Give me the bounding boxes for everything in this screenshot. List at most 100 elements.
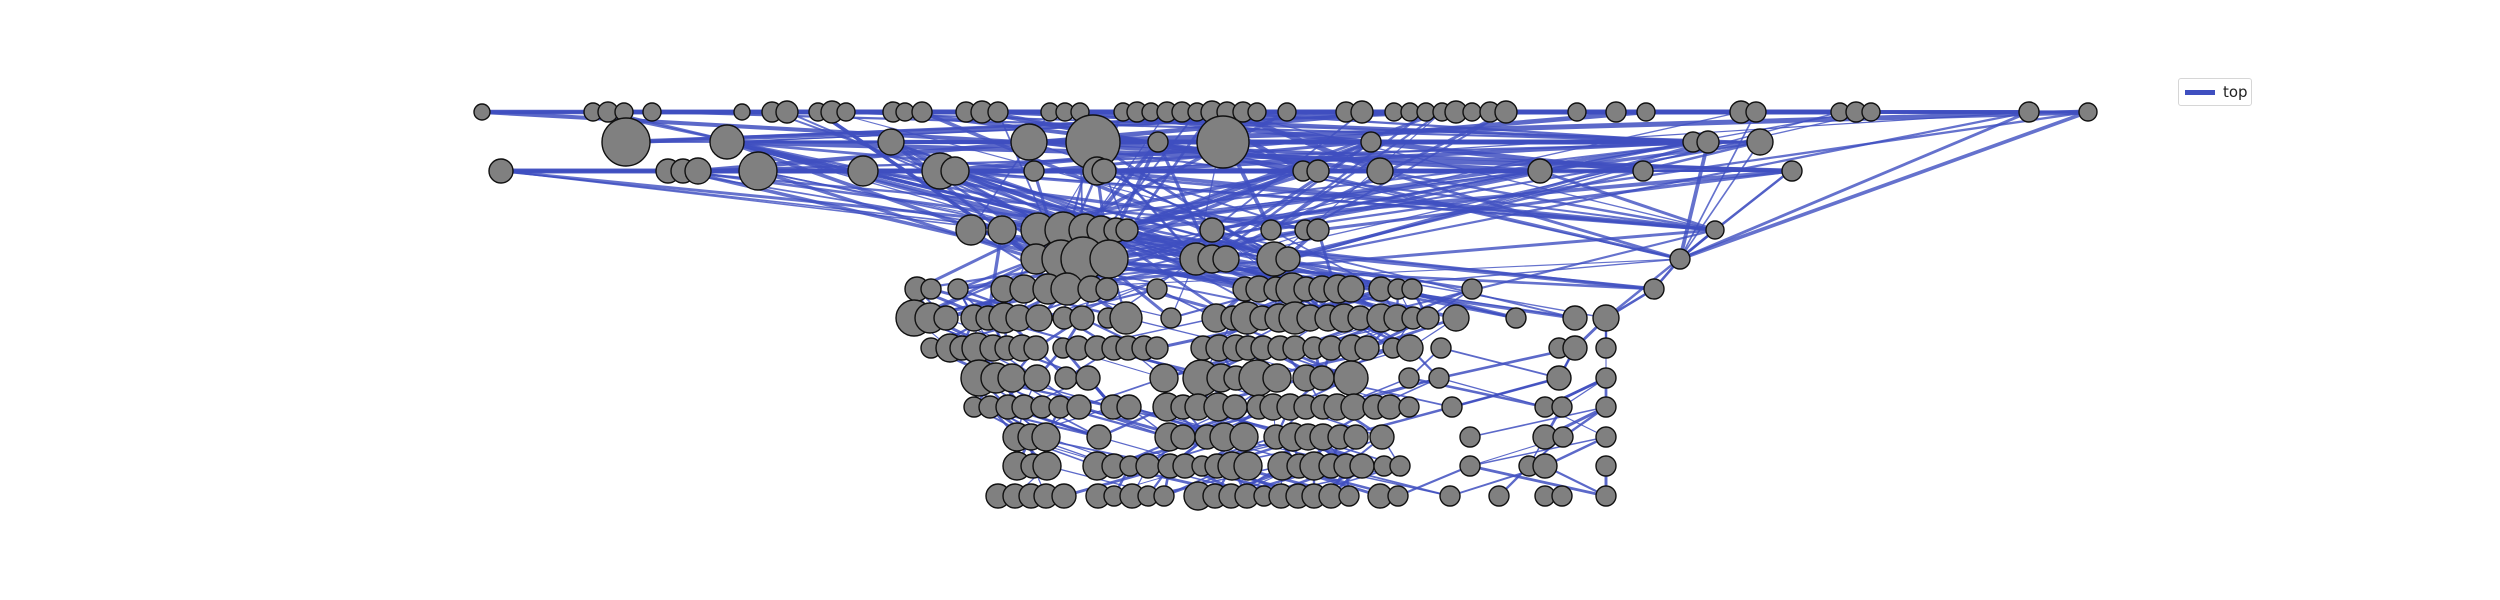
- graph-node: [1306, 159, 1330, 183]
- graph-node: [1343, 424, 1369, 450]
- graph-node: [1398, 396, 1420, 418]
- graph-node: [684, 157, 712, 185]
- graph-node: [1145, 336, 1169, 360]
- graph-edge: [726, 139, 1793, 174]
- graph-node: [1366, 157, 1394, 185]
- graph-node: [933, 305, 959, 331]
- graph-edge: [1469, 406, 1607, 438]
- graph-edge: [1103, 170, 1289, 260]
- graph-node: [1135, 453, 1161, 479]
- graph-edge: [1100, 228, 1655, 291]
- graph-node: [1401, 278, 1423, 300]
- graph-edge: [1678, 141, 1710, 260]
- graph-node: [895, 102, 915, 122]
- graph-node: [1212, 245, 1240, 273]
- graph-node: [1592, 304, 1620, 332]
- graph-node: [1552, 426, 1574, 448]
- graph-node: [1459, 426, 1481, 448]
- graph-node: [947, 278, 969, 300]
- graph-node: [2078, 102, 2098, 122]
- node-layer: [473, 100, 2098, 511]
- graph-node: [1349, 453, 1375, 479]
- graph-node: [1147, 131, 1169, 153]
- graph-edge: [1270, 229, 1382, 290]
- graph-node: [1461, 278, 1483, 300]
- graph-node: [1781, 160, 1803, 182]
- graph-node: [1309, 365, 1335, 391]
- graph-node: [1428, 367, 1450, 389]
- graph-edge: [1469, 436, 1607, 467]
- graph-node: [473, 103, 491, 121]
- graph-node: [1109, 301, 1143, 335]
- graph-node: [1160, 307, 1182, 329]
- graph-node: [1233, 451, 1263, 481]
- graph-edge: [1679, 110, 2089, 261]
- graph-node: [1306, 218, 1330, 242]
- graph-node: [1262, 363, 1292, 393]
- graph-node: [877, 128, 905, 156]
- graph-node: [1389, 455, 1411, 477]
- graph-node: [1605, 101, 1627, 123]
- graph-node: [1527, 158, 1553, 184]
- graph-node: [2018, 101, 2040, 123]
- graph-edge: [1084, 140, 1709, 232]
- graph-node: [1669, 248, 1691, 270]
- graph-edge: [1679, 110, 2030, 261]
- graph-edge: [1028, 140, 1716, 232]
- graph-node: [1032, 451, 1062, 481]
- graph-node: [1746, 128, 1774, 156]
- graph-node: [1416, 306, 1440, 330]
- graph-edge: [500, 170, 1003, 231]
- graph-node: [1562, 305, 1588, 331]
- graph-node: [1146, 278, 1168, 300]
- graph-node: [1396, 334, 1424, 362]
- graph-edge: [1115, 169, 1319, 232]
- graph-edge: [1078, 377, 1165, 408]
- graph-edge: [1115, 169, 1793, 232]
- graph-node: [1069, 305, 1095, 331]
- graph-edge: [1714, 170, 1791, 231]
- graph-node: [1196, 115, 1250, 169]
- graph-node: [1387, 485, 1409, 507]
- graph-edge: [757, 169, 1037, 261]
- graph-node: [920, 278, 942, 300]
- graph-node: [1643, 278, 1665, 300]
- graph-node: [1116, 394, 1142, 420]
- graph-node: [1066, 394, 1092, 420]
- graph-edge: [1679, 141, 1761, 260]
- graph-edge: [1103, 111, 2030, 172]
- graph-node: [1338, 485, 1360, 507]
- graph-node: [1546, 365, 1572, 391]
- graph-node: [1337, 275, 1365, 303]
- graph-node: [1442, 304, 1470, 332]
- graph-node: [488, 158, 514, 184]
- graph-node: [1095, 277, 1119, 301]
- graph-node: [1462, 102, 1482, 122]
- legend-swatch-top: [2185, 89, 2215, 95]
- graph-node: [1091, 158, 1117, 184]
- graph-node: [1153, 485, 1175, 507]
- graph-node: [733, 103, 751, 121]
- graph-node: [1025, 304, 1053, 332]
- graph-edge: [1440, 347, 1560, 379]
- graph-node: [1199, 217, 1225, 243]
- graph-edge: [1397, 465, 1471, 497]
- graph-edge: [1469, 464, 1607, 498]
- graph-node: [775, 100, 799, 124]
- graph-node: [1051, 483, 1077, 509]
- graph-node: [1333, 360, 1369, 396]
- graph-node: [1439, 485, 1461, 507]
- graph-node: [997, 363, 1027, 393]
- graph-node: [1247, 102, 1267, 122]
- graph-node: [1075, 365, 1101, 391]
- graph-node: [1459, 455, 1481, 477]
- graph-node: [1031, 422, 1061, 452]
- graph-node: [1488, 485, 1510, 507]
- graph-node: [1494, 100, 1518, 124]
- graph-node: [987, 215, 1017, 245]
- legend-label-top: top: [2223, 83, 2248, 101]
- graph-node: [1861, 102, 1881, 122]
- graph-node: [1229, 422, 1259, 452]
- graph-node: [911, 101, 933, 123]
